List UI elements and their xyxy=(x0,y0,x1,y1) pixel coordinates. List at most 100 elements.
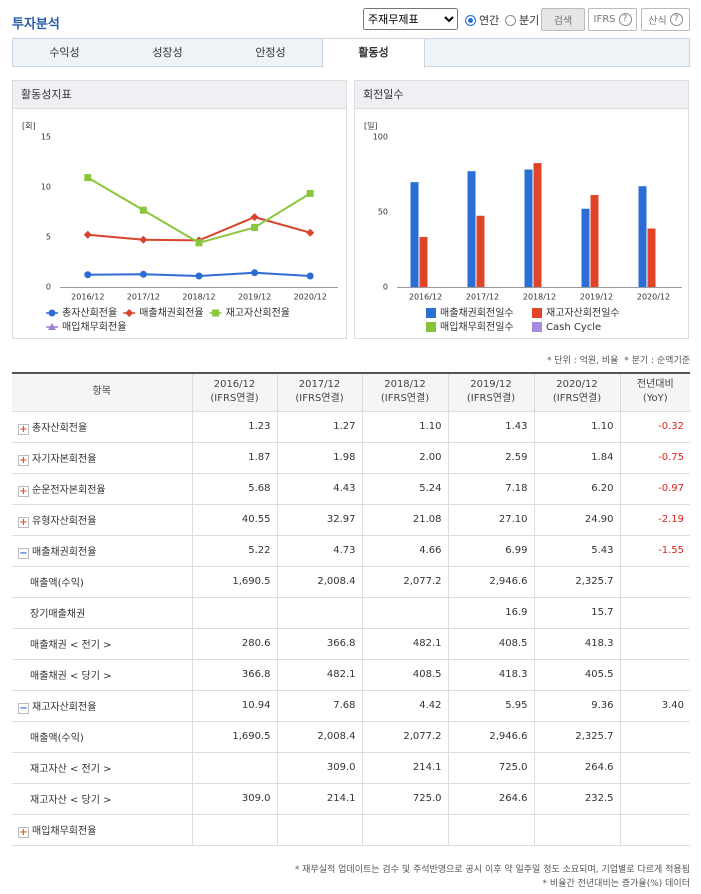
value-cell xyxy=(191,814,278,846)
header-label: 2018/12 xyxy=(384,379,426,391)
marker xyxy=(250,213,259,222)
value-cell: 2,946.6 xyxy=(447,721,535,753)
value-cell: 24.90 xyxy=(533,504,621,536)
table-row: + 자기자본회전율 1.87 1.98 2.00 2.59 1.84 -0.75 xyxy=(12,442,690,474)
value-cell: 1.10 xyxy=(361,411,449,443)
legend-label: Cash Cycle xyxy=(546,322,601,333)
header-cell: 2020/12 (IFRS연결) xyxy=(533,373,621,412)
yoy-cell: -0.75 xyxy=(619,442,690,474)
value-cell: 1.98 xyxy=(276,442,363,474)
bar xyxy=(524,169,533,287)
row-label: 장기매출채권 xyxy=(30,609,86,620)
x-tick-label: 2019/12 xyxy=(580,293,613,302)
value-cell: 1,690.5 xyxy=(191,566,278,598)
value-cell: 6.20 xyxy=(533,473,621,505)
header-label: 2020/12 xyxy=(556,379,598,391)
value-cell: 309.0 xyxy=(276,752,363,784)
statement-select[interactable]: 주재무제표 xyxy=(363,8,458,30)
tab[interactable]: 안정성 xyxy=(255,46,286,59)
value-cell: 6.99 xyxy=(447,535,535,567)
value-cell: 40.55 xyxy=(191,504,278,536)
table-row: 매출액(수익) 1,690.5 2,008.4 2,077.2 2,946.6 2,325… xyxy=(12,566,690,598)
value-cell: 232.5 xyxy=(533,783,621,815)
tab-bar: 수익성 성장성 안정성 활동성 xyxy=(12,38,690,68)
value-cell: 482.1 xyxy=(361,628,449,660)
yoy-cell xyxy=(619,814,690,846)
header-cell: 2019/12 (IFRS연결) xyxy=(447,373,535,412)
table-row: 매출액(수익) 1,690.5 2,008.4 2,077.2 2,946.6 2,325… xyxy=(12,721,690,753)
tab[interactable]: 수익성 xyxy=(49,46,80,59)
search-button[interactable]: 검색 xyxy=(541,8,585,31)
expand-icon[interactable]: + xyxy=(18,826,29,838)
radio-annual[interactable]: 연간 xyxy=(465,12,499,28)
header-cell: 전년대비 (YoY) xyxy=(619,373,690,412)
yoy-cell xyxy=(619,752,690,784)
x-tick-label: 2020/12 xyxy=(294,293,327,302)
table-row: 재고자산 < 전기 > 309.0 214.1 725.0 264.6 xyxy=(12,752,690,784)
yoy-cell: 3.40 xyxy=(619,690,690,722)
value-cell: 264.6 xyxy=(447,783,535,815)
legend-swatch xyxy=(426,322,436,332)
ifrs-button[interactable]: IFRS? xyxy=(588,8,637,31)
row-label: 순운전자본회전율 xyxy=(32,484,106,496)
legend-swatch xyxy=(532,308,542,318)
value-cell: 725.0 xyxy=(361,783,449,815)
bar xyxy=(647,228,656,287)
row-label-cell: 재고자산 < 전기 > xyxy=(12,752,193,784)
row-label-cell: 매출채권 < 전기 > xyxy=(12,628,193,660)
value-cell: 4.42 xyxy=(361,690,449,722)
marker xyxy=(139,206,147,214)
header-label: 2019/12 xyxy=(470,379,512,391)
row-label-cell: + 매입채무회전율 xyxy=(12,814,193,846)
value-cell: 5.22 xyxy=(191,535,278,567)
value-cell: 10.94 xyxy=(191,690,278,722)
row-label: 총자산회전율 xyxy=(32,422,88,434)
chart-panel xyxy=(354,80,689,339)
value-cell: 2,325.7 xyxy=(533,721,621,753)
row-label-cell: + 총자산회전율 xyxy=(12,411,193,443)
tab[interactable]: 성장성 xyxy=(152,46,183,59)
note: * 단위 : 억원, 비율 xyxy=(546,356,619,366)
bar xyxy=(638,186,647,287)
table-row: 장기매출채권 16.9 15.7 xyxy=(12,597,690,629)
value-cell: 1.43 xyxy=(447,411,535,443)
expand-icon[interactable]: + xyxy=(18,423,29,435)
tab[interactable]: 활동성 xyxy=(322,39,425,68)
table-row: − 재고자산회전율 10.94 7.68 4.42 5.95 9.36 3.40 xyxy=(12,690,690,722)
value-cell: 418.3 xyxy=(447,659,535,691)
header-sub: (IFRS연결) xyxy=(295,393,344,405)
marker xyxy=(83,230,92,239)
expand-icon[interactable]: − xyxy=(18,702,29,714)
table-row: + 순운전자본회전율 5.68 4.43 5.24 7.18 6.20 -0.97 xyxy=(12,473,690,505)
marker xyxy=(306,272,314,280)
marker xyxy=(306,189,314,197)
value-cell: 4.66 xyxy=(361,535,449,567)
button-label: 검색 xyxy=(553,16,573,27)
value-cell: 214.1 xyxy=(276,783,363,815)
expand-icon[interactable]: + xyxy=(18,516,29,528)
value-cell xyxy=(276,597,363,629)
button-label: IFRS xyxy=(593,14,616,25)
header-sub: (IFRS연결) xyxy=(552,393,602,405)
row-label-cell: − 매출채권회전율 xyxy=(12,535,193,567)
header-sub: (IFRS연결) xyxy=(466,393,516,405)
row-label-cell: 매출채권 < 당기 > xyxy=(12,659,193,691)
footnote: * 비율간 전년대비는 증가율(%) 데이터 xyxy=(542,879,690,889)
value-cell: 7.68 xyxy=(276,690,363,722)
yoy-cell: -1.55 xyxy=(619,535,690,567)
expand-icon[interactable]: − xyxy=(18,547,29,559)
yoy-cell xyxy=(619,721,690,753)
row-label: 재고자산 < 전기 > xyxy=(30,764,112,775)
radio-quarter[interactable]: 분기 xyxy=(505,12,539,28)
bar xyxy=(476,215,485,287)
expand-icon[interactable]: + xyxy=(18,485,29,497)
bar xyxy=(581,208,590,287)
value-cell: 2,946.6 xyxy=(447,566,535,598)
formula-button[interactable]: 산식? xyxy=(641,8,690,31)
value-cell xyxy=(447,814,535,846)
expand-icon[interactable]: + xyxy=(18,454,29,466)
yoy-cell xyxy=(619,783,690,815)
bar xyxy=(590,195,599,287)
value-cell: 366.8 xyxy=(191,659,278,691)
yoy-cell xyxy=(619,566,690,598)
